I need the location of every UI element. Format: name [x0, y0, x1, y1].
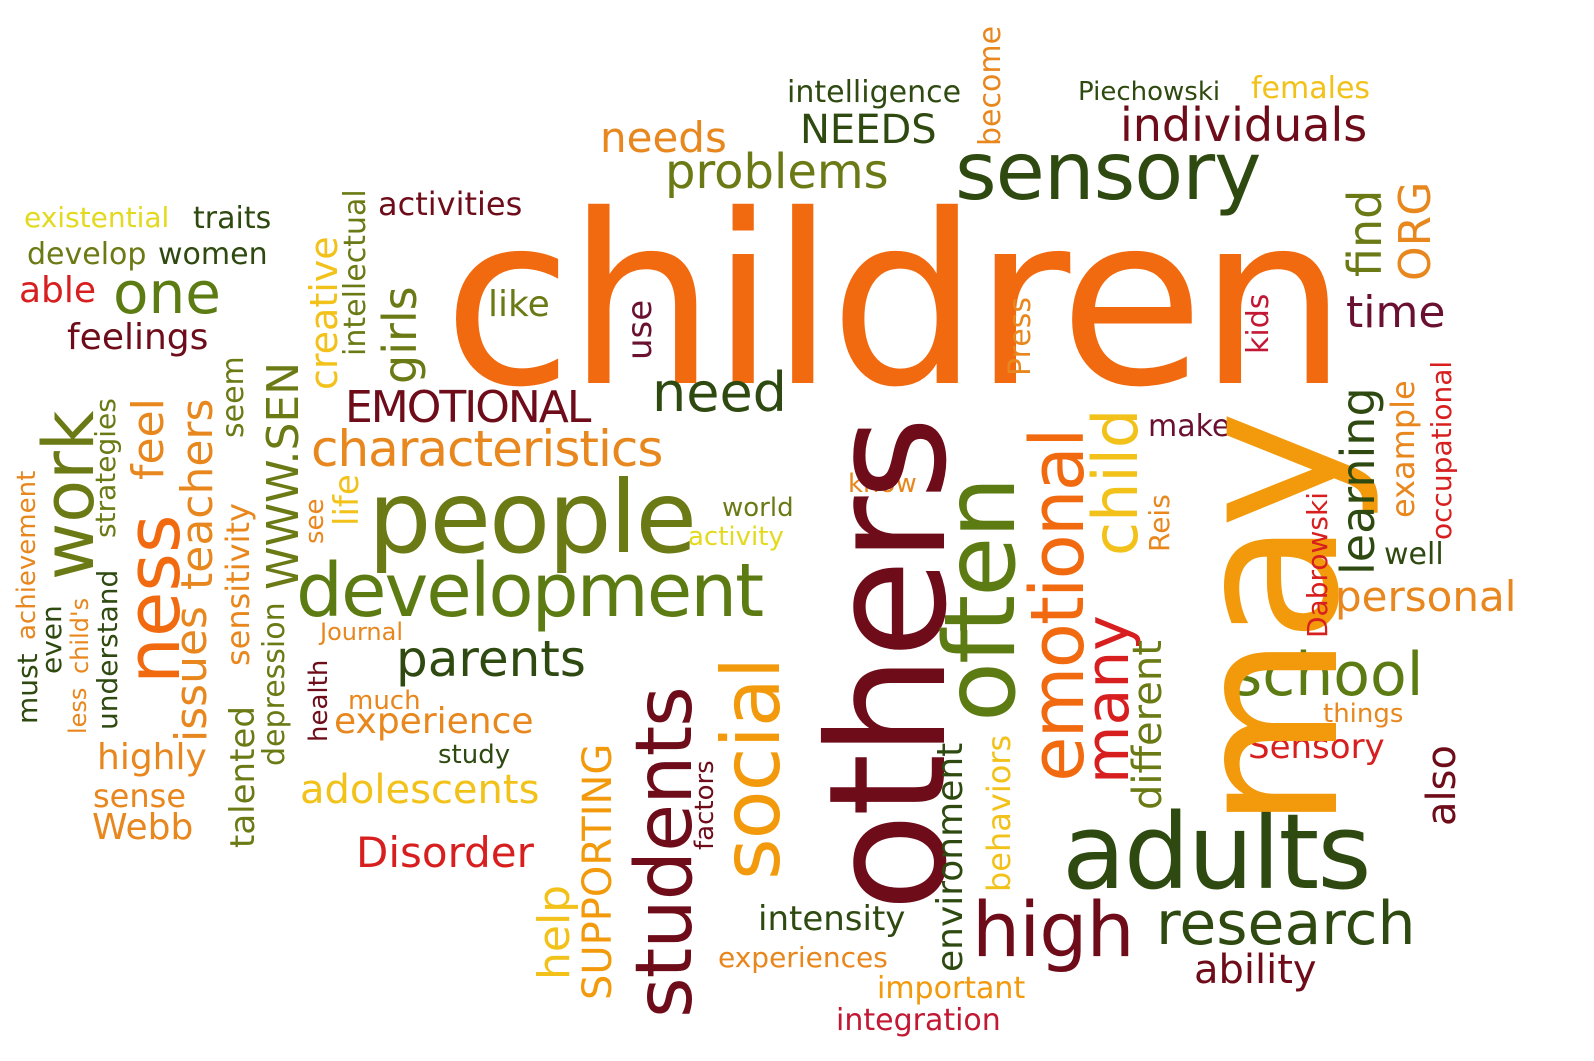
word-well: well [1384, 537, 1444, 572]
word-adolescents: adolescents [300, 767, 540, 813]
word-students: students [620, 687, 710, 1018]
word-sensory: sensory [955, 125, 1261, 218]
word-integration: integration [836, 1003, 1001, 1038]
word-WWW.SEN: WWW.SEN [258, 361, 309, 590]
word-make: make [1148, 409, 1231, 444]
word-must: must [11, 653, 44, 724]
word-problems: problems [665, 144, 889, 200]
word-one: one [113, 259, 221, 327]
word-factors: factors [690, 760, 720, 850]
word-girls: girls [373, 286, 427, 384]
word-example: example [1384, 380, 1422, 518]
word-Sensory: Sensory [1248, 727, 1385, 767]
word-less: less [64, 687, 92, 734]
word-feel: feel [123, 398, 174, 480]
word-talented: talented [223, 706, 263, 848]
word-Reis: Reis [1143, 494, 1176, 552]
word-things: things [1323, 699, 1404, 729]
word-SUPPORTING: SUPPORTING [575, 743, 621, 1000]
word-find: find [1338, 189, 1392, 277]
word-personal: personal [1335, 572, 1517, 621]
word-need: need [652, 361, 787, 424]
word-children: children [443, 164, 1348, 439]
word-Press: Press [1003, 297, 1038, 376]
word-occupational: occupational [1425, 360, 1458, 540]
word-depression: depression [257, 602, 292, 766]
word-use: use [620, 299, 660, 360]
word-learning: learning [1331, 387, 1385, 575]
word-development: development [296, 548, 764, 634]
word-child: child [1079, 408, 1152, 556]
word-Webb: Webb [92, 807, 194, 848]
word-sense: sense [93, 777, 186, 815]
word-develop: develop [27, 237, 147, 272]
word-ability: ability [1194, 947, 1317, 993]
word-sensitivity: sensitivity [219, 503, 257, 666]
word-help: help [529, 884, 580, 980]
word-experiences: experiences [718, 941, 888, 974]
word-study: study [438, 740, 511, 770]
word-Piechowski: Piechowski [1078, 77, 1221, 107]
word-health: health [304, 659, 334, 742]
word-kids: kids [1241, 293, 1276, 354]
word-child-s: child's [66, 597, 94, 674]
word-different: different [1125, 640, 1171, 810]
word-intensity: intensity [758, 899, 906, 939]
word-school: school [1231, 640, 1424, 710]
word-experience: experience [334, 701, 534, 742]
word-Dabrowski: Dabrowski [1301, 491, 1334, 638]
word-females: females [1251, 71, 1371, 106]
word-understand: understand [91, 569, 124, 730]
word-become: become [973, 25, 1008, 146]
word-women: women [158, 237, 268, 272]
word-world: world [722, 493, 794, 523]
word-activities: activities [378, 185, 523, 223]
word-behaviors: behaviors [980, 734, 1018, 892]
word-see: see [300, 498, 330, 544]
word-people: people [368, 459, 697, 576]
word-like: like [488, 284, 550, 325]
word-traits: traits [193, 201, 272, 236]
word-intelligence: intelligence [787, 75, 962, 110]
word-able: able [19, 270, 97, 311]
word-activity: activity [688, 522, 784, 552]
word-issues: issues [166, 606, 217, 742]
word-adults: adults [1062, 791, 1372, 913]
word-seem: seem [216, 356, 251, 438]
word-NEEDS: NEEDS [800, 107, 937, 153]
word-life: life [327, 474, 367, 526]
word-social: social [705, 657, 798, 880]
word-highly: highly [97, 737, 207, 778]
word-Disorder: Disorder [356, 828, 534, 877]
word-environment: environment [930, 742, 971, 972]
word-intellectual: intellectual [338, 189, 373, 356]
word-much: much [348, 686, 421, 716]
word-Journal: Journal [320, 618, 404, 646]
word-strategies: strategies [89, 398, 122, 538]
word-high: high [972, 885, 1135, 974]
word-time: time [1346, 287, 1446, 338]
word-research: research [1156, 889, 1416, 959]
word-individuals: individuals [1120, 98, 1368, 152]
word-needs: needs [600, 113, 727, 162]
word-feelings: feelings [67, 317, 209, 358]
word-characteristics: characteristics [311, 420, 663, 478]
word-existential: existential [24, 201, 170, 234]
word-teachers: teachers [172, 398, 223, 590]
word-know: know [848, 469, 917, 499]
word-important: important [877, 971, 1026, 1006]
word-EMOTIONAL: EMOTIONAL [345, 382, 591, 433]
word-parents: parents [396, 630, 586, 688]
word-also: also [1419, 745, 1465, 826]
word-ORG: ORG [1390, 181, 1441, 281]
